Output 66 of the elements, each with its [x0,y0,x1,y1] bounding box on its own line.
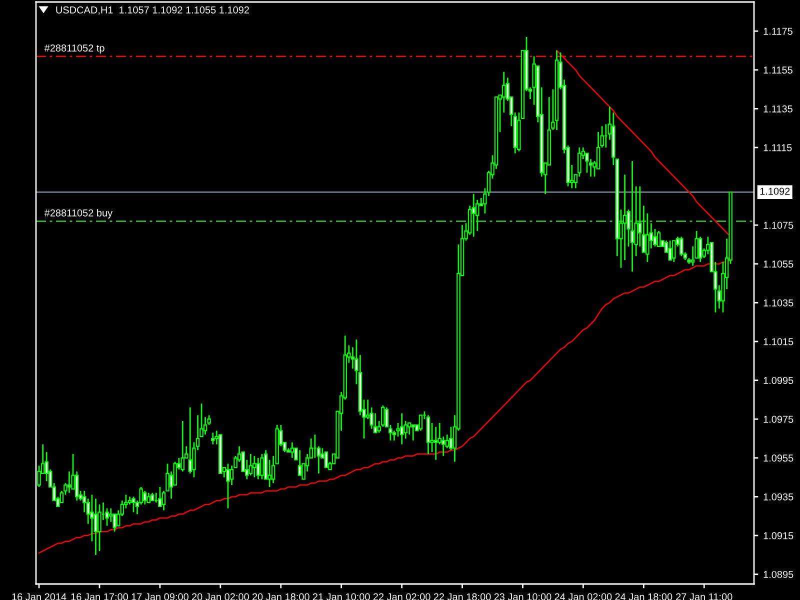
chart-title: USDCAD,H1 1.1057 1.1092 1.1055 1.1092 [56,6,249,15]
x-tick-label: 20 Jan 18:00 [252,593,310,600]
candlestick [188,406,192,474]
candlestick [146,492,150,504]
y-tick-label: 1.1075 [764,222,794,229]
y-tick-label: 1.1135 [764,105,792,112]
candlestick [37,464,41,488]
y-tick-label: 1.0915 [764,532,794,540]
ref-line-label: #28811052 buy [44,209,113,218]
candlestick [396,422,400,438]
x-tick-label: 17 Jan 09:00 [132,593,188,600]
y-tick-label: 1.1015 [764,338,794,346]
candlestick [142,490,147,506]
candlestick [298,449,302,476]
x-tick-label: 16 Jan 2014 [12,593,66,600]
candlestick [418,414,423,432]
y-tick-label: 1.0995 [764,376,794,384]
x-tick-label: 21 Jan 10:00 [312,593,370,600]
y-tick-label: 1.1175 [764,28,792,35]
candlestick [290,442,294,459]
candlestick [252,455,256,478]
candlestick [260,453,264,480]
candlestick [672,240,676,263]
y-tick-label: 1.1155 [764,66,792,74]
x-tick-label: 16 Jan 17:00 [71,593,128,600]
candlestick [472,193,476,238]
candlestick [94,498,98,556]
candlestick [74,470,79,502]
y-tick-label: 1.0955 [764,454,794,462]
candlestick [132,496,136,513]
candlestick [407,422,412,436]
x-tick-label: 20 Jan 02:00 [192,593,249,600]
line-series [38,259,732,554]
candlestick [248,453,253,476]
x-tick-label: 23 Jan 10:00 [494,593,552,600]
candlestick [180,420,184,472]
candlestick [698,236,702,263]
candlestick [668,240,672,261]
y-tick-label: 1.1055 [764,260,794,268]
x-tick-label: 22 Jan 02:00 [373,593,430,600]
candlestick [656,230,661,248]
candlestick [646,212,650,263]
candlestick [434,426,438,461]
candlestick [226,463,230,510]
y-tick-label: 1.0975 [764,416,794,423]
y-tick-label: 1.1035 [764,299,794,306]
candlestick [324,452,328,468]
candlestick [400,412,404,446]
x-tick-label: 24 Jan 02:00 [554,593,612,600]
candlestick [449,426,453,451]
candlestick [411,424,416,442]
candlestick [502,71,506,114]
y-tick-label: 1.1115 [764,144,792,152]
x-tick-label: 24 Jan 18:00 [615,593,672,600]
candlestick [630,160,634,272]
x-tick-label: 22 Jan 18:00 [434,593,491,600]
y-tick-label: 1.0935 [764,493,794,500]
candlestick [256,457,260,480]
ref-line-label: 1.1092 [760,188,790,195]
candlestick [210,432,215,446]
candlestick [67,470,72,494]
ref-line-label: #28811052 tp [44,44,104,54]
candlestick [158,486,162,508]
candlestick [680,236,684,257]
x-tick-label: 27 Jan 11:00 [676,593,732,600]
y-tick-label: 1.0895 [764,570,794,578]
